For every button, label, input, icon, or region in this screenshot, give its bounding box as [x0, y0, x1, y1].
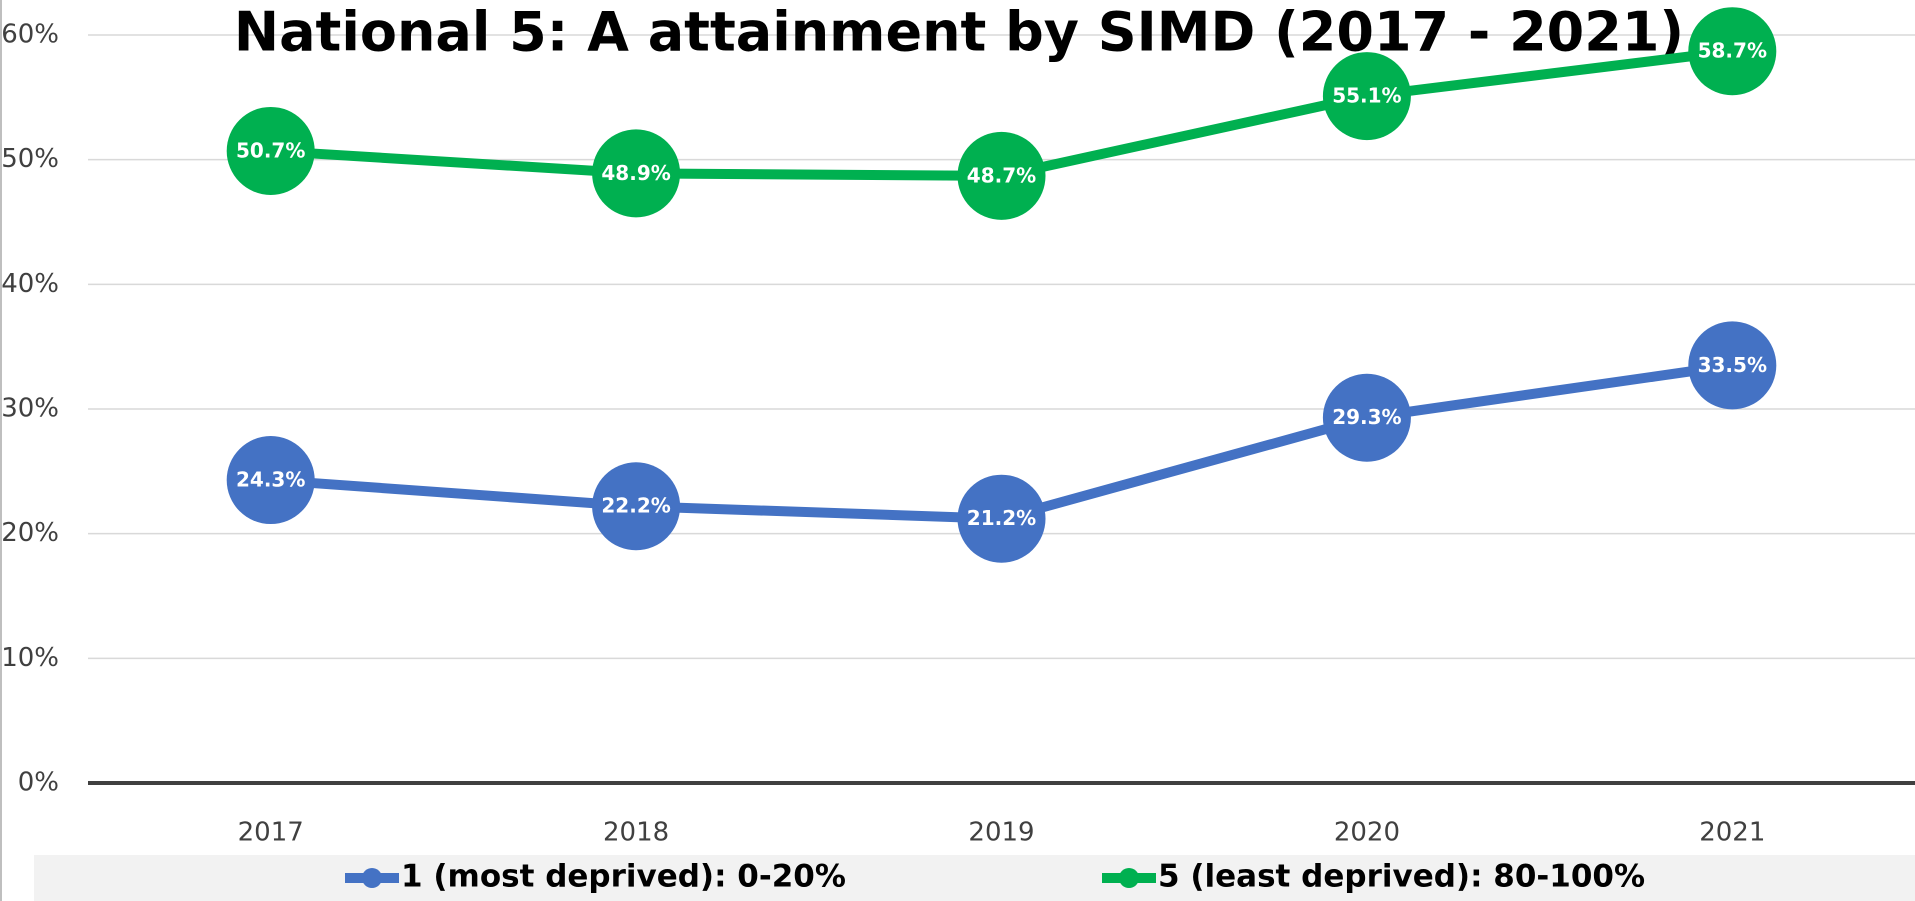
legend-label: 5 (least deprived): 80-100% — [1158, 859, 1645, 895]
data-label: 29.3% — [1332, 405, 1401, 429]
y-tick-label: 40% — [1, 269, 59, 299]
x-tick-label: 2018 — [603, 818, 669, 848]
data-label: 50.7% — [236, 138, 305, 162]
chart-title: National 5: A attainment by SIMD (2017 -… — [234, 1, 1684, 64]
legend-swatch — [362, 868, 382, 888]
data-label: 55.1% — [1332, 84, 1401, 108]
y-tick-label: 10% — [1, 643, 59, 673]
data-label: 33.5% — [1698, 353, 1767, 377]
data-label: 58.7% — [1698, 39, 1767, 63]
data-point — [957, 474, 1046, 563]
data-point — [957, 131, 1046, 220]
data-label: 24.3% — [236, 468, 305, 492]
y-tick-label: 50% — [1, 144, 59, 174]
x-tick-label: 2020 — [1334, 818, 1400, 848]
legend-swatch — [1119, 868, 1139, 888]
data-point — [226, 436, 315, 525]
y-tick-label: 30% — [1, 394, 59, 424]
data-label: 48.9% — [601, 161, 670, 185]
data-label: 48.7% — [967, 163, 1036, 187]
y-tick-label: 60% — [1, 20, 59, 50]
data-label: 21.2% — [967, 506, 1036, 530]
data-point — [1322, 373, 1411, 462]
x-tick-label: 2019 — [968, 818, 1034, 848]
y-tick-label: 0% — [18, 768, 59, 798]
x-tick-label: 2017 — [238, 818, 304, 848]
data-point — [1688, 321, 1777, 410]
data-point — [592, 462, 681, 551]
data-point — [226, 106, 315, 195]
y-tick-label: 20% — [1, 518, 59, 548]
data-point — [1688, 7, 1777, 96]
data-point — [592, 129, 681, 218]
data-label: 22.2% — [601, 494, 670, 518]
legend-label: 1 (most deprived): 0-20% — [401, 859, 846, 895]
data-point — [1322, 52, 1411, 141]
x-tick-label: 2021 — [1699, 818, 1765, 848]
